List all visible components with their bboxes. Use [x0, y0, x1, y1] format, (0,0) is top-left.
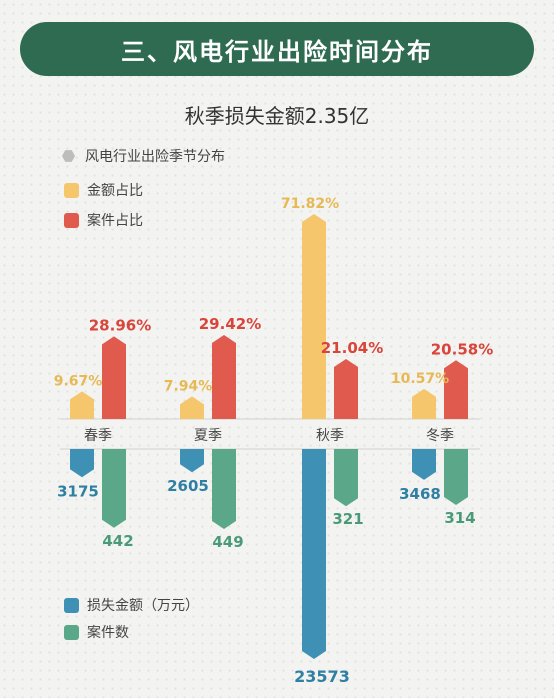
bar-case-count: [444, 449, 468, 505]
bar-loss-amount: [180, 449, 204, 473]
label-loss-amount: 2605: [167, 477, 209, 495]
bar-case-share: [334, 358, 358, 419]
label-amount-share: 9.67%: [54, 373, 103, 389]
label-case-count: 449: [212, 533, 243, 551]
label-amount-share: 71.82%: [281, 196, 339, 212]
section-title-banner: 三、风电行业出险时间分布: [20, 22, 534, 76]
label-loss-amount: 3175: [57, 482, 99, 500]
label-amount-share: 10.57%: [391, 371, 449, 387]
label-case-share: 20.58%: [431, 340, 493, 358]
chart-subtitle: 秋季损失金额2.35亿: [184, 104, 370, 128]
bar-case-share: [102, 336, 126, 419]
legend-section-title: 风电行业出险季节分布: [62, 146, 225, 166]
bar-loss-amount: [70, 449, 94, 478]
legend-amount-share: 金额占比: [64, 180, 143, 200]
bar-amount-share: [412, 388, 436, 419]
bar-case-count: [334, 449, 358, 507]
label-amount-share: 7.94%: [164, 378, 213, 394]
bar-loss-amount: [302, 449, 326, 659]
label-loss-amount: 23573: [294, 667, 350, 686]
page-title: 三、风电行业出险时间分布: [121, 37, 433, 66]
bar-amount-share: [180, 396, 204, 419]
bar-case-share: [444, 360, 468, 419]
hexagon-icon: [62, 150, 75, 162]
label-case-share: 28.96%: [89, 316, 151, 334]
label-case-count: 321: [332, 510, 363, 528]
label-case-count: 314: [444, 509, 475, 527]
bar-amount-share: [70, 391, 94, 419]
bar-loss-amount: [412, 449, 436, 480]
legend-swatch-case-count: [64, 624, 79, 640]
label-case-share: 21.04%: [321, 339, 383, 357]
category-label: 冬季: [426, 428, 454, 444]
legend-swatch-amount-share: [64, 182, 79, 198]
bar-amount-share: [302, 214, 326, 419]
legend-case-count: 案件数: [64, 622, 129, 642]
category-label: 秋季: [316, 428, 344, 444]
category-label: 夏季: [194, 428, 222, 444]
legend-swatch-loss-amount: [64, 597, 79, 613]
legend-case-share: 案件占比: [64, 210, 143, 230]
bar-case-count: [212, 449, 236, 529]
bar-case-share: [212, 335, 236, 419]
label-loss-amount: 3468: [399, 485, 441, 503]
legend-loss-amount: 损失金额（万元）: [64, 595, 199, 615]
label-case-share: 29.42%: [199, 315, 261, 333]
bar-case-count: [102, 449, 126, 528]
label-case-count: 442: [102, 532, 133, 550]
category-label: 春季: [84, 428, 112, 444]
legend-swatch-case-share: [64, 212, 79, 228]
